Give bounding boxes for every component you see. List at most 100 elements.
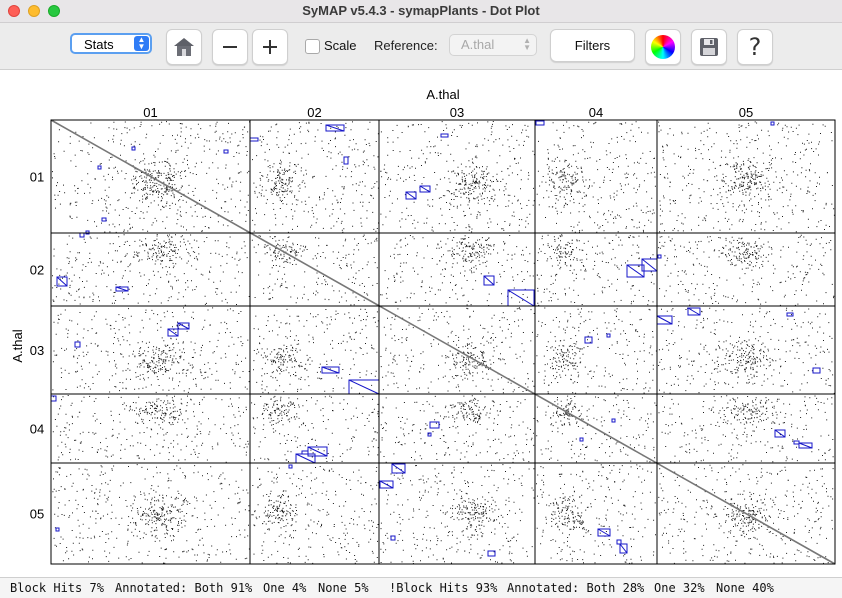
synteny-block[interactable]	[657, 254, 662, 259]
block-diagonal	[641, 258, 658, 272]
synteny-block[interactable]	[579, 437, 584, 442]
synteny-block[interactable]	[379, 480, 394, 489]
window-title: SyMAP v5.4.3 - symapPlants - Dot Plot	[302, 3, 540, 18]
synteny-block[interactable]	[249, 137, 259, 142]
x-chromosome-label: 01	[143, 105, 157, 120]
synteny-block[interactable]	[405, 191, 417, 200]
dot-plot-canvas[interactable]: A.thal 01 02 03 04 05 01 02 03 04 05 A.thal	[0, 70, 842, 578]
synteny-block[interactable]	[687, 307, 701, 316]
help-button[interactable]: ?	[737, 29, 773, 65]
block-diagonal	[325, 124, 345, 132]
plot-frame	[50, 119, 836, 565]
synteny-block[interactable]	[391, 463, 406, 474]
block-diagonal	[321, 366, 340, 374]
synteny-block[interactable]	[786, 312, 794, 317]
synteny-block[interactable]	[584, 336, 593, 344]
filters-button[interactable]: Filters	[550, 29, 635, 62]
block-diagonal	[167, 328, 179, 337]
synteny-block[interactable]	[606, 333, 611, 338]
synteny-block[interactable]	[321, 366, 340, 374]
minus-icon	[223, 46, 237, 48]
synteny-block[interactable]	[535, 120, 545, 126]
save-button[interactable]	[691, 29, 727, 65]
title-bar: SyMAP v5.4.3 - symapPlants - Dot Plot	[0, 0, 842, 23]
synteny-block[interactable]	[177, 322, 190, 330]
synteny-block[interactable]	[487, 550, 496, 557]
synteny-block[interactable]	[597, 528, 611, 537]
scale-label: Scale	[324, 38, 357, 53]
block-diagonal	[419, 185, 431, 193]
one-status-1: One 4%	[263, 581, 307, 595]
synteny-block[interactable]	[79, 232, 85, 238]
none-status-1: None 5%	[318, 581, 369, 595]
synteny-block[interactable]	[223, 149, 229, 154]
block-diagonal	[379, 480, 394, 489]
synteny-block[interactable]	[619, 543, 628, 554]
block-diagonal	[177, 322, 190, 330]
synteny-block[interactable]	[812, 367, 821, 374]
block-hits-status: Block Hits 7%	[10, 581, 104, 595]
color-button[interactable]	[645, 29, 681, 65]
synteny-block[interactable]	[611, 418, 616, 423]
synteny-block[interactable]	[343, 156, 349, 165]
synteny-block[interactable]	[419, 185, 431, 193]
block-diagonal	[798, 442, 813, 449]
synteny-block[interactable]	[440, 133, 449, 138]
zoom-out-button[interactable]	[212, 29, 248, 65]
synteny-block[interactable]	[167, 328, 179, 337]
synteny-block[interactable]	[793, 440, 800, 445]
chromosome-grid	[51, 120, 835, 564]
synteny-block[interactable]	[798, 442, 813, 449]
dot-plot-panel: A.thal 01 02 03 04 05 01 02 03 04 05 A.thal	[0, 69, 842, 578]
synteny-block[interactable]	[429, 421, 440, 429]
x-axis-title: A.thal	[426, 87, 459, 102]
block-diagonal	[295, 453, 316, 464]
block-diagonal	[348, 379, 380, 395]
synteny-block[interactable]	[55, 527, 60, 532]
one-status-2: One 32%	[654, 581, 705, 595]
synteny-block[interactable]	[770, 121, 775, 126]
scale-checkbox[interactable]	[305, 39, 320, 54]
stats-select[interactable]: Stats ▲ ▼	[70, 33, 152, 54]
plus-icon	[263, 40, 277, 54]
select-stepper-icon: ▲ ▼	[134, 36, 149, 51]
block-diagonals	[56, 124, 813, 554]
zoom-in-button[interactable]	[252, 29, 288, 65]
synteny-block[interactable]	[101, 217, 107, 222]
synteny-block[interactable]	[97, 165, 102, 170]
none-status-2: None 40%	[716, 581, 774, 595]
synteny-block[interactable]	[115, 286, 129, 292]
zoom-window-button[interactable]	[48, 5, 60, 17]
synteny-block[interactable]	[774, 429, 786, 438]
synteny-block[interactable]	[56, 276, 68, 287]
home-button[interactable]	[166, 29, 202, 65]
y-chromosome-label: 03	[30, 343, 44, 358]
synteny-block[interactable]	[301, 450, 309, 455]
block-diagonal	[687, 307, 701, 316]
block-diagonal	[619, 543, 628, 554]
reference-select[interactable]: A.thal ▲ ▼	[449, 34, 537, 56]
floppy-disk-icon	[700, 38, 718, 56]
block-diagonal	[626, 264, 645, 278]
x-chromosome-label: 02	[307, 105, 321, 120]
reference-label: Reference:	[374, 38, 438, 53]
synteny-block[interactable]	[616, 539, 622, 545]
block-diagonal	[507, 289, 535, 307]
block-diagonal	[774, 429, 786, 438]
x-chromosome-label: 03	[450, 105, 464, 120]
synteny-block[interactable]	[131, 146, 136, 151]
self-diagonal-line	[50, 119, 836, 565]
synteny-block[interactable]	[390, 535, 396, 541]
synteny-block[interactable]	[288, 464, 293, 469]
synteny-block[interactable]	[325, 124, 345, 132]
y-chromosome-label: 04	[30, 422, 44, 437]
minimize-window-button[interactable]	[28, 5, 40, 17]
synteny-block[interactable]	[427, 432, 432, 437]
block-diagonal	[656, 315, 673, 325]
synteny-block[interactable]	[483, 275, 495, 286]
block-diagonal	[115, 286, 129, 292]
close-window-button[interactable]	[8, 5, 20, 17]
synteny-block[interactable]	[74, 341, 81, 348]
status-bar: Block Hits 7% Annotated: Both 91% One 4%…	[0, 577, 842, 598]
block-diagonal	[56, 276, 68, 287]
